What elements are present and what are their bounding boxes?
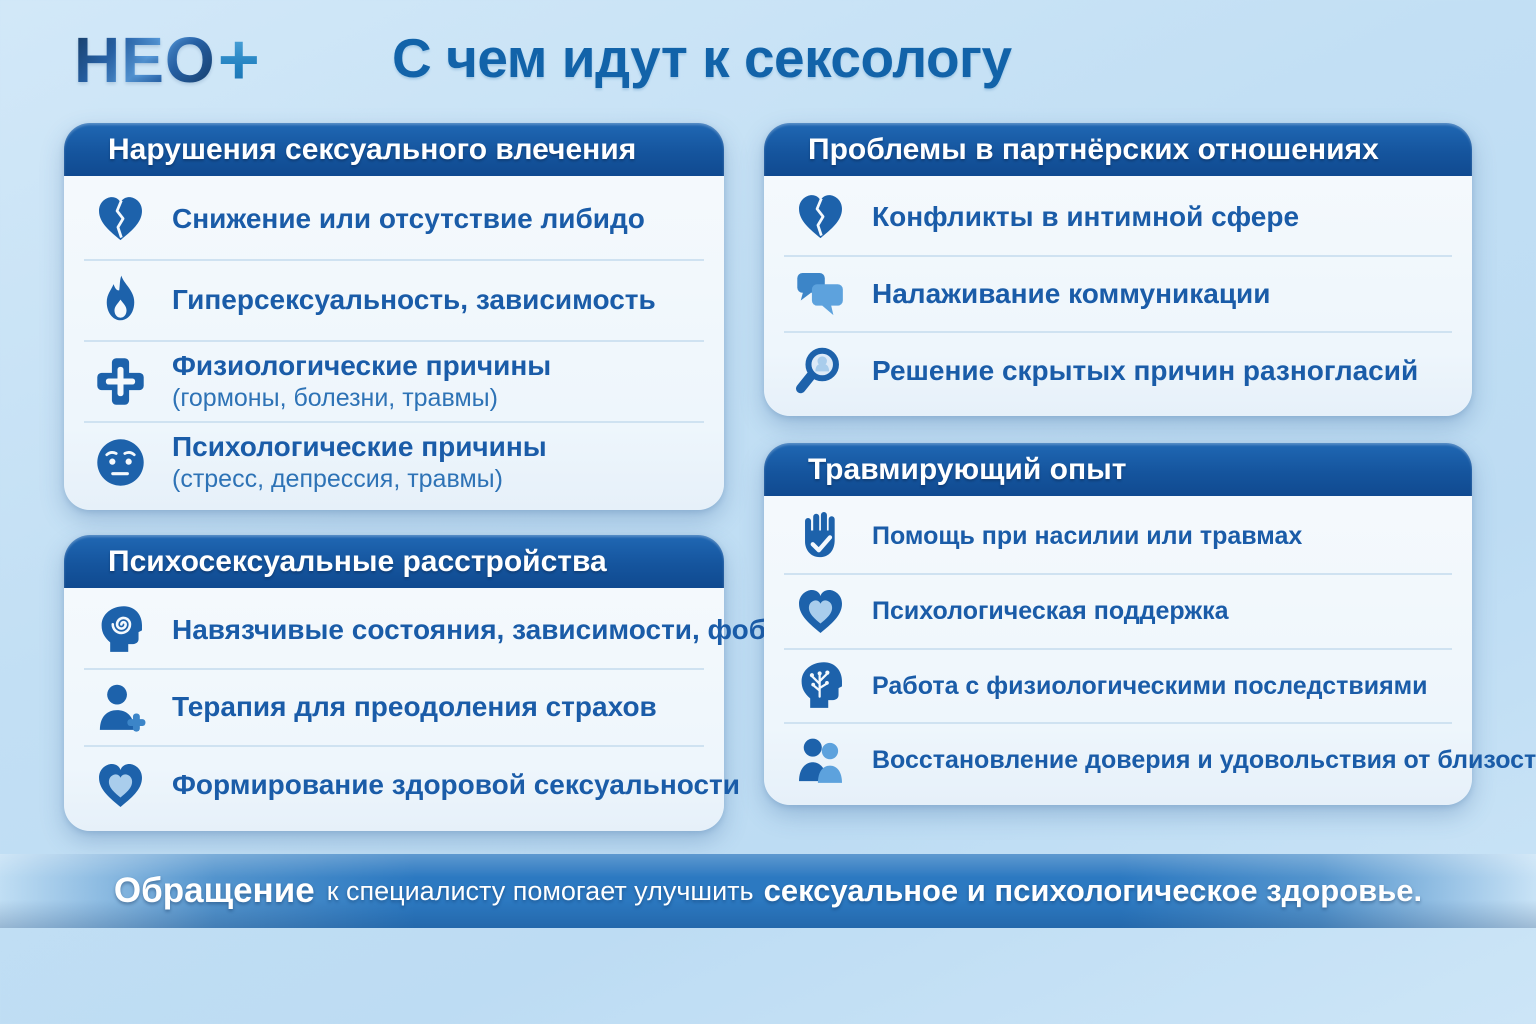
item-main-text: Терапия для преодоления страхов	[172, 691, 657, 723]
brand-logo-text: НЕО	[74, 24, 216, 96]
card-psychosexual-disorders: Психосексуальные расстройства Навязчивые…	[64, 535, 801, 831]
heart-in-heart-icon	[92, 758, 148, 813]
hand-check-icon	[792, 509, 848, 564]
item-text: Психологическая поддержка	[872, 597, 1228, 626]
list-item: Решение скрытых причин разногласий	[784, 333, 1452, 408]
card-traumatic-experience: Травмирующий опыт Помощь при насилии или…	[764, 443, 1536, 805]
item-main-text: Конфликты в интимной сфере	[872, 201, 1300, 233]
card-title-traumatic-experience: Травмирующий опыт	[764, 443, 1472, 496]
item-text: Снижение или отсутствие либидо	[172, 203, 645, 235]
broken-heart-icon	[92, 192, 148, 247]
item-main-text: Формирование здоровой сексуальности	[172, 769, 740, 801]
list-item: Гиперсексуальность, зависимость	[84, 261, 704, 342]
card-body-desire-disorders: Снижение или отсутствие либидо Гиперсексу…	[64, 176, 724, 510]
list-item: Навязчивые состояния, зависимости, фобии	[84, 592, 801, 670]
broken-heart-icon	[792, 190, 848, 245]
item-main-text: Восстановление доверия и удовольствия от…	[872, 746, 1536, 775]
list-item: Помощь при насилии или травмах	[784, 500, 1452, 575]
item-main-text: Психологическая поддержка	[872, 596, 1229, 625]
item-text: Налаживание коммуникации	[872, 278, 1270, 310]
list-item: Терапия для преодоления страхов	[84, 670, 704, 748]
footer-banner: Обращение к специалисту помогает улучшит…	[0, 854, 1536, 928]
card-body-partner-problems: Конфликты в интимной сфере Налаживание ко…	[764, 176, 1472, 416]
item-text: Решение скрытых причин разногласий	[872, 355, 1418, 387]
card-title-partner-problems: Проблемы в партнёрских отношениях	[764, 123, 1472, 176]
item-text: Навязчивые состояния, зависимости, фобии	[172, 614, 801, 646]
person-plus-icon	[92, 680, 148, 735]
item-text: Психологические причины (стресс, депресси…	[172, 431, 547, 493]
item-main-text: Гиперсексуальность, зависимость	[172, 284, 656, 316]
banner-lead-text: Обращение	[113, 871, 315, 910]
list-item: Восстановление доверия и удовольствия от…	[784, 724, 1536, 797]
speech-bubbles-icon	[792, 267, 848, 322]
item-text: Помощь при насилии или травмах	[872, 522, 1302, 551]
page-title: С чем идут к сексологу	[392, 27, 1012, 89]
list-item: Снижение или отсутствие либидо	[84, 180, 704, 261]
banner-mid-text: к специалисту помогает улучшить	[326, 875, 754, 906]
item-sub-text: (стресс, депрессия, травмы)	[172, 464, 503, 493]
couple-icon	[792, 733, 848, 788]
list-item: Налаживание коммуникации	[784, 257, 1452, 334]
brand-logo: НЕО +	[74, 24, 261, 96]
item-text: Терапия для преодоления страхов	[172, 691, 657, 723]
list-item: Формирование здоровой сексуальности	[84, 747, 740, 823]
head-tree-icon	[792, 658, 848, 713]
brand-logo-plus-icon: +	[217, 20, 261, 100]
flame-icon	[92, 273, 148, 328]
item-main-text: Работа с физиологическими последствиями	[872, 671, 1428, 700]
list-item: Физиологические причины (гормоны, болезни…	[84, 342, 704, 423]
card-body-traumatic-experience: Помощь при насилии или травмах Психологич…	[764, 496, 1536, 805]
card-desire-disorders: Нарушения сексуального влечения Снижение…	[64, 123, 724, 510]
card-title-desire-disorders: Нарушения сексуального влечения	[64, 123, 724, 176]
item-main-text: Решение скрытых причин разногласий	[872, 354, 1419, 386]
list-item: Конфликты в интимной сфере	[784, 180, 1452, 257]
item-main-text: Физиологические причины	[172, 350, 552, 382]
sad-face-icon	[92, 435, 148, 490]
card-title-psychosexual-disorders: Психосексуальные расстройства	[64, 535, 724, 588]
heart-in-heart-icon	[792, 584, 848, 639]
magnifier-head-icon	[792, 343, 848, 398]
card-partner-problems: Проблемы в партнёрских отношениях Конфли…	[764, 123, 1472, 416]
item-main-text: Помощь при насилии или травмах	[872, 522, 1303, 550]
item-text: Гиперсексуальность, зависимость	[172, 284, 656, 316]
item-text: Конфликты в интимной сфере	[872, 201, 1299, 233]
medical-cross-icon	[92, 354, 148, 409]
item-main-text: Налаживание коммуникации	[872, 277, 1271, 309]
list-item: Психологические причины (стресс, депресси…	[84, 423, 704, 502]
list-item: Психологическая поддержка	[784, 575, 1452, 650]
item-text: Работа с физиологическими последствиями	[872, 672, 1428, 701]
item-main-text: Навязчивые состояния, зависимости, фобии	[172, 613, 801, 645]
item-main-text: Психологические причины	[172, 431, 547, 463]
item-text: Формирование здоровой сексуальности	[172, 769, 740, 801]
head-spiral-icon	[92, 602, 148, 657]
item-sub-text: (гормоны, болезни, травмы)	[172, 383, 498, 412]
list-item: Работа с физиологическими последствиями	[784, 650, 1452, 725]
card-body-psychosexual-disorders: Навязчивые состояния, зависимости, фобии…	[64, 588, 801, 831]
item-text: Физиологические причины (гормоны, болезни…	[172, 350, 551, 412]
item-main-text: Снижение или отсутствие либидо	[172, 203, 645, 235]
item-text: Восстановление доверия и удовольствия от…	[872, 746, 1536, 775]
banner-tail-text: сексуальное и психологическое здоровье.	[763, 873, 1423, 908]
